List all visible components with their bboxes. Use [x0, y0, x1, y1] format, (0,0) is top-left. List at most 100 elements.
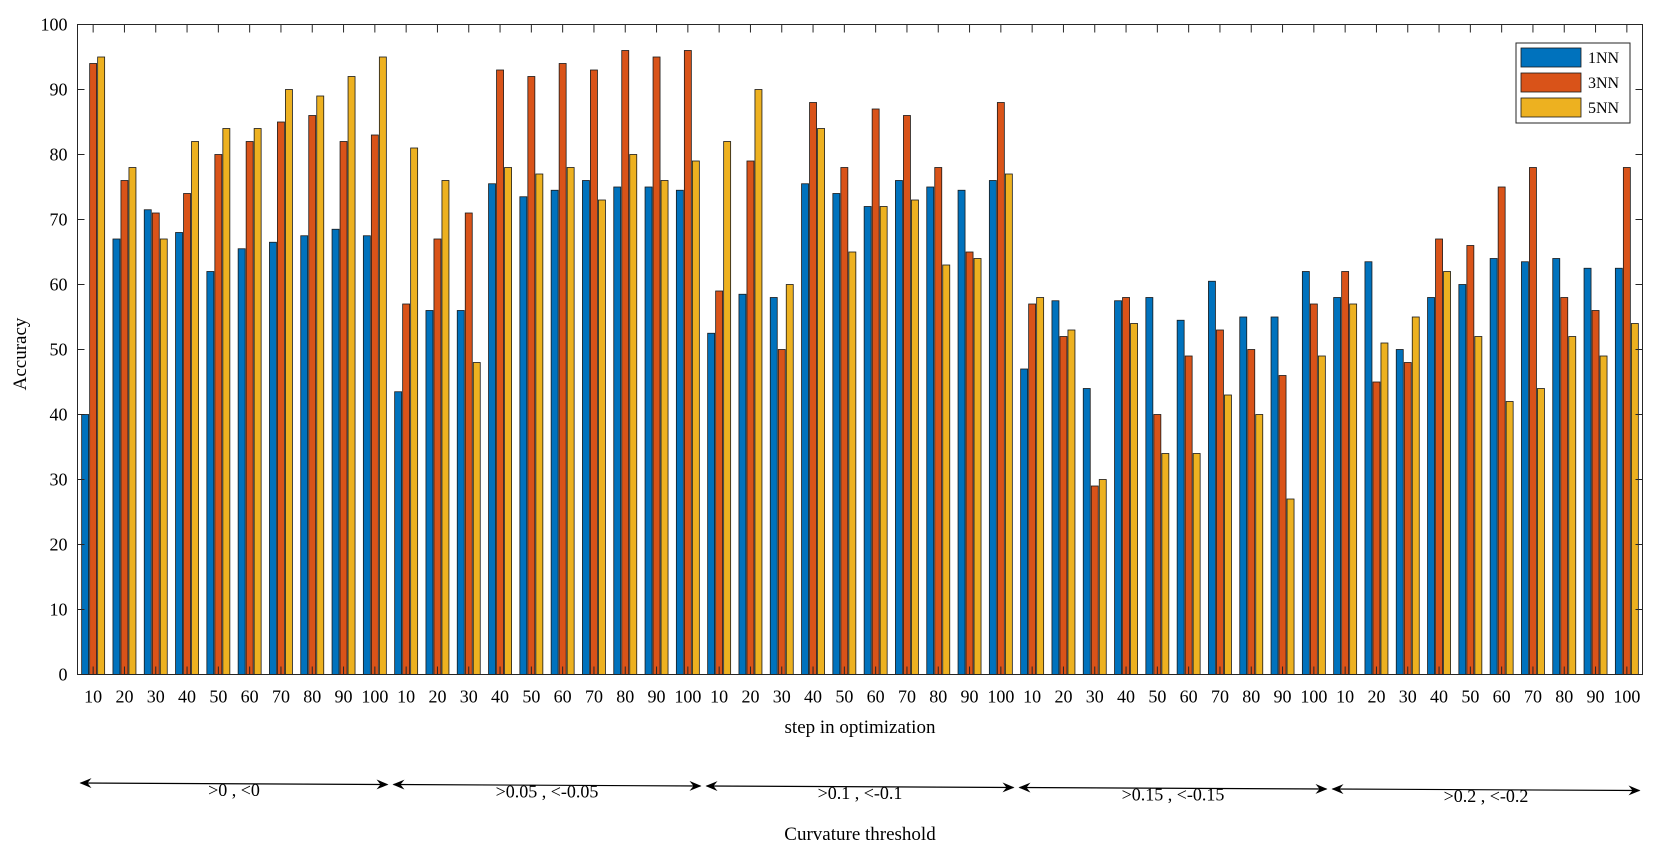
bar-5nn-38 — [1286, 498, 1295, 675]
y-axis-title: Accuracy — [10, 317, 31, 390]
group-label: >0 , <0 — [208, 780, 260, 800]
bar-1nn-22 — [769, 297, 778, 675]
group-axis-title: Curvature threshold — [784, 824, 936, 845]
bar-5nn-40 — [1349, 303, 1358, 675]
bar-3nn-8 — [339, 141, 348, 675]
x-tick-label: 40 — [804, 687, 822, 707]
bar-3nn-33 — [1122, 297, 1130, 675]
bar-5nn-3 — [191, 141, 199, 675]
x-tick-label: 30 — [773, 687, 791, 707]
bar-1nn-34 — [1145, 297, 1154, 675]
bar-3nn-32 — [1090, 485, 1099, 675]
bar-5nn-49 — [1630, 323, 1639, 675]
x-tick-label: 70 — [1211, 687, 1229, 707]
x-tick-label: 30 — [460, 687, 478, 707]
y-tick-label: 30 — [50, 470, 68, 490]
bar-5nn-6 — [285, 89, 293, 675]
bar-3nn-24 — [840, 167, 849, 675]
bar-3nn-30 — [1028, 303, 1037, 675]
bar-5nn-7 — [316, 95, 325, 675]
x-tick-label: 40 — [1117, 687, 1135, 707]
x-tick-label: 30 — [1399, 687, 1417, 707]
bar-5nn-26 — [911, 199, 919, 675]
bar-5nn-32 — [1098, 479, 1107, 675]
bar-1nn-41 — [1364, 261, 1373, 675]
x-tick-label: 60 — [867, 687, 885, 707]
bar-5nn-25 — [879, 206, 888, 675]
x-tick-label: 20 — [1054, 687, 1072, 707]
group-range-arrow — [705, 781, 1015, 793]
x-tick-label: 20 — [428, 687, 446, 707]
x-tick-label: 80 — [1555, 687, 1573, 707]
bar-3nn-13 — [496, 69, 504, 675]
x-tick-label: 70 — [1524, 687, 1542, 707]
x-tick-label: 80 — [303, 687, 321, 707]
bar-5nn-22 — [785, 284, 794, 675]
x-axis: 10 20 30 40 50 60 70 80 90 100 10 20 30 40 50 60 70 80 90 1… — [84, 24, 1640, 707]
bar-3nn-44 — [1466, 245, 1475, 675]
x-tick-label: 70 — [898, 687, 916, 707]
bar-3nn-48 — [1591, 310, 1600, 675]
y-tick-label: 20 — [50, 535, 68, 555]
bar-1nn-20 — [707, 332, 716, 675]
bar-3nn-31 — [1059, 336, 1068, 675]
bar-1nn-12 — [456, 310, 465, 675]
bar-5nn-39 — [1317, 355, 1326, 675]
x-tick-label: 20 — [115, 687, 133, 707]
y-tick-label: 70 — [50, 210, 68, 230]
bar-5nn-16 — [598, 199, 606, 675]
bar-3nn-21 — [746, 160, 755, 675]
bar-3nn-18 — [652, 56, 661, 675]
bar-3nn-17 — [621, 50, 630, 675]
bar-3nn-12 — [464, 212, 473, 675]
x-tick-label: 90 — [1587, 687, 1605, 707]
bar-1nn-25 — [863, 206, 872, 675]
bar-1nn-33 — [1114, 300, 1122, 675]
bar-3nn-14 — [527, 76, 536, 675]
bar-1nn-47 — [1552, 258, 1561, 675]
x-tick-label: 20 — [1367, 687, 1385, 707]
x-tick-label: 50 — [1148, 687, 1166, 707]
bar-3nn-11 — [433, 238, 442, 675]
bar-5nn-41 — [1380, 342, 1389, 675]
y-tick-label: 40 — [50, 405, 68, 425]
bar-3nn-0 — [89, 63, 98, 675]
x-tick-label: 80 — [616, 687, 634, 707]
x-tick-label: 10 — [710, 687, 728, 707]
bar-1nn-44 — [1458, 284, 1467, 675]
bar-1nn-16 — [582, 180, 590, 675]
bar-1nn-18 — [644, 186, 653, 675]
bar-5nn-18 — [660, 180, 669, 675]
bar-3nn-22 — [777, 349, 786, 675]
bar-1nn-9 — [362, 235, 371, 675]
bar-3nn-16 — [590, 69, 598, 675]
bar-3nn-2 — [151, 212, 160, 675]
x-tick-label: 10 — [1336, 687, 1354, 707]
bar-1nn-24 — [832, 193, 841, 675]
legend: 1NN 3NN 5NN — [1515, 42, 1631, 124]
bar-1nn-19 — [675, 189, 684, 675]
bar-5nn-34 — [1161, 453, 1170, 675]
bar-3nn-7 — [308, 115, 317, 675]
bar-3nn-41 — [1372, 381, 1381, 675]
x-tick-label: 100 — [1613, 687, 1640, 707]
bar-3nn-49 — [1622, 167, 1631, 675]
x-tick-label: 90 — [961, 687, 979, 707]
bar-1nn-13 — [488, 183, 496, 675]
bar-5nn-13 — [504, 167, 512, 675]
bar-3nn-35 — [1184, 355, 1193, 675]
bar-1nn-31 — [1051, 300, 1060, 675]
bar-1nn-43 — [1427, 297, 1435, 675]
bar-5nn-46 — [1537, 388, 1545, 675]
legend-swatch-1nn — [1520, 47, 1582, 68]
bar-3nn-28 — [965, 251, 974, 675]
bar-1nn-40 — [1333, 297, 1342, 675]
bar-3nn-47 — [1560, 297, 1569, 675]
bar-3nn-15 — [558, 63, 567, 675]
bar-3nn-38 — [1278, 375, 1287, 675]
group-label: >0.15 , <-0.15 — [1122, 785, 1225, 805]
group-label: >0.2 , <-0.2 — [1444, 786, 1529, 806]
x-tick-label: 90 — [1274, 687, 1292, 707]
x-tick-label: 100 — [674, 687, 701, 707]
x-tick-label: 40 — [491, 687, 509, 707]
